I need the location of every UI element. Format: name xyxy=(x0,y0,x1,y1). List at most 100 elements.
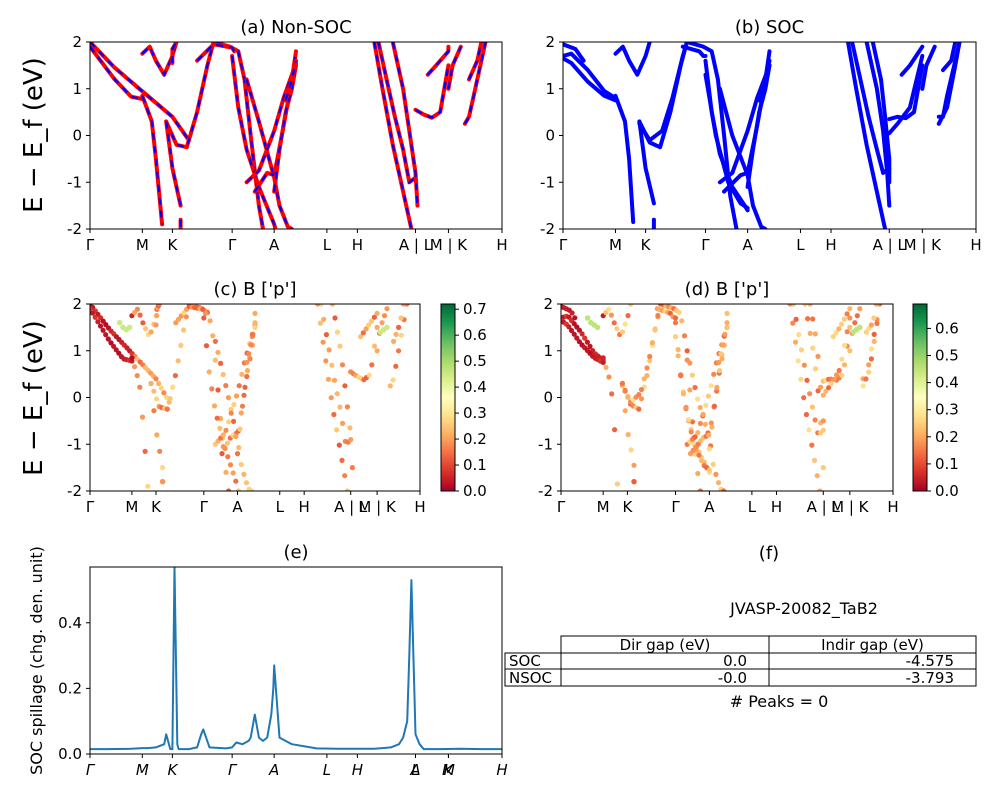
band-point-c xyxy=(154,313,160,319)
y-tick-label-e: 0.0 xyxy=(58,745,82,763)
band-point-d xyxy=(625,313,631,319)
band-point-c xyxy=(323,332,329,338)
band-point-c xyxy=(238,410,244,416)
band-line-b xyxy=(846,42,888,229)
band-point-d xyxy=(622,388,628,394)
band-point-d xyxy=(702,421,709,427)
colorbar-tick-label-c: 0.4 xyxy=(463,378,487,396)
band-point-d xyxy=(675,353,681,359)
colorbar-tick-label-d: 0.3 xyxy=(935,401,959,419)
band-line-dashed-a xyxy=(165,42,215,149)
band-point-d xyxy=(722,331,728,337)
frame-e xyxy=(89,566,503,755)
band-point-c xyxy=(374,348,380,354)
y-tick-label-a: 2 xyxy=(72,33,82,51)
band-point-d xyxy=(695,470,701,477)
band-line-dashed-a xyxy=(196,43,236,62)
band-point-d xyxy=(831,376,837,382)
band-point-c xyxy=(337,404,343,410)
band-point-d xyxy=(812,366,819,372)
band-point-c xyxy=(344,488,350,491)
band-point-d xyxy=(625,394,631,400)
x-tick-label-e: A xyxy=(409,761,420,779)
band-point-d xyxy=(711,371,717,377)
x-tick-label-d: H xyxy=(771,498,782,516)
colorbar-d xyxy=(912,303,928,492)
band-point-c xyxy=(212,338,218,344)
band-point-c xyxy=(236,445,242,451)
band-point-c xyxy=(226,419,232,425)
band-point-d xyxy=(847,315,853,321)
band-point-d xyxy=(692,384,698,391)
band-point-d xyxy=(638,396,645,402)
band-point-c xyxy=(200,306,206,312)
band-line-dashed-a xyxy=(171,42,178,63)
band-point-d xyxy=(708,420,714,426)
band-point-c xyxy=(363,326,369,332)
band-point-d xyxy=(572,315,578,321)
colorbar-tick-label-c: 0.2 xyxy=(463,430,487,448)
band-point-d xyxy=(655,312,661,319)
band-point-c xyxy=(202,310,209,316)
band-line-dashed-a xyxy=(141,95,164,225)
band-point-d xyxy=(688,429,694,435)
x-tick-label-c: H xyxy=(299,498,310,516)
band-point-c xyxy=(329,304,336,307)
band-point-d xyxy=(839,356,845,362)
band-point-d xyxy=(711,403,718,409)
spillage-line xyxy=(90,567,502,751)
y-axis-label-a: E − E_f (eV) xyxy=(19,57,49,213)
band-point-c xyxy=(158,385,164,391)
band-point-c xyxy=(329,362,335,368)
band-point-d xyxy=(672,315,679,321)
band-point-d xyxy=(679,318,685,324)
band-point-d xyxy=(844,329,850,335)
band-line-dashed-a xyxy=(426,46,450,76)
band-point-d xyxy=(715,480,722,486)
band-point-c xyxy=(349,465,355,471)
band-line-b xyxy=(613,42,652,77)
band-point-c xyxy=(233,433,239,440)
band-point-c xyxy=(151,388,157,394)
band-point-d xyxy=(834,372,840,378)
x-tick-label-a: L xyxy=(323,236,332,254)
band-point-c xyxy=(217,425,223,431)
band-point-c xyxy=(360,330,366,336)
band-point-d xyxy=(614,481,621,487)
band-point-d xyxy=(830,334,836,340)
band-point-d xyxy=(714,384,720,390)
band-point-c xyxy=(129,355,135,361)
x-tick-label-b: K xyxy=(641,236,652,254)
band-point-c xyxy=(153,396,160,402)
band-point-c xyxy=(336,442,342,448)
band-point-c xyxy=(225,454,231,460)
band-point-c xyxy=(334,427,340,433)
x-tick-label-b: H xyxy=(970,236,981,254)
x-tick-label-a: M | K xyxy=(430,236,469,254)
band-point-c xyxy=(214,415,220,421)
band-point-d xyxy=(820,392,826,398)
band-point-c xyxy=(103,332,109,338)
band-line-b xyxy=(563,42,586,63)
band-point-c xyxy=(151,408,157,414)
band-point-c xyxy=(231,418,237,424)
band-point-c xyxy=(342,473,348,479)
y-tick-label-b: -2 xyxy=(540,220,555,238)
band-point-d xyxy=(804,377,810,383)
band-point-c xyxy=(390,377,396,383)
band-point-c xyxy=(239,371,245,377)
band-point-d xyxy=(631,462,637,468)
band-point-c xyxy=(252,310,258,316)
band-point-d xyxy=(678,372,684,378)
band-point-d xyxy=(868,346,875,352)
band-point-c xyxy=(249,488,255,491)
x-tick-label-e: H xyxy=(352,761,363,779)
band-point-d xyxy=(647,353,653,360)
band-point-d xyxy=(705,393,712,399)
band-point-d xyxy=(697,488,703,491)
band-point-c xyxy=(160,479,166,485)
band-point-c xyxy=(100,327,106,333)
colorbar-tick-label-c: 0.0 xyxy=(463,482,487,500)
band-point-c xyxy=(95,319,101,325)
band-point-d xyxy=(719,356,725,362)
